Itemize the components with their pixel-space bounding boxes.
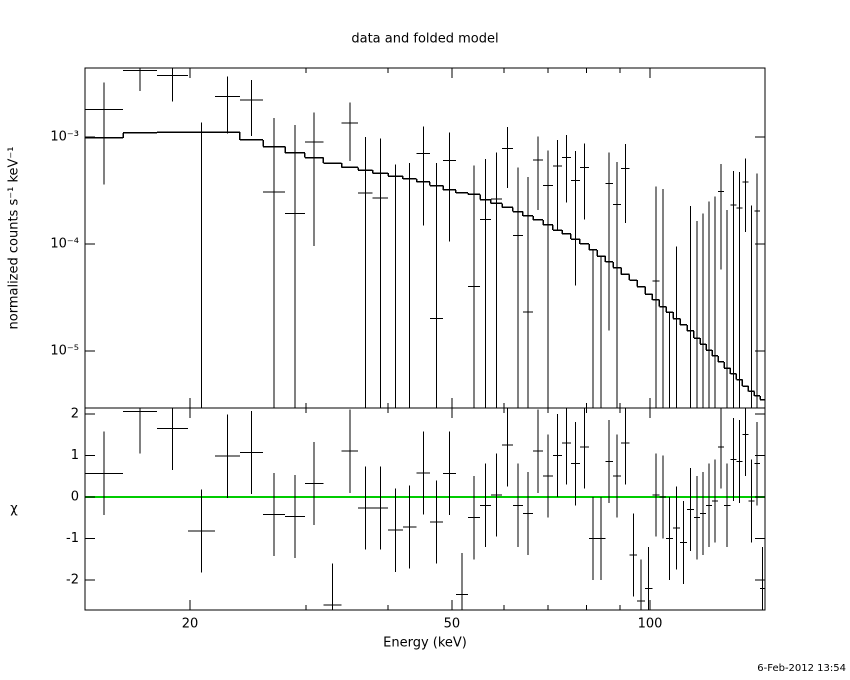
y-tick-label: 2 (71, 406, 79, 421)
x-tick-label: 20 (182, 617, 199, 632)
top-plot-area (85, 68, 765, 408)
y-tick-label: -2 (66, 573, 79, 588)
y-tick-label: 10⁻⁴ (50, 236, 79, 251)
y-tick-label: 0 (71, 489, 79, 504)
bottom-plot-area (85, 408, 765, 610)
x-tick-label: 100 (638, 617, 663, 632)
axes-frame (84, 407, 766, 611)
y-tick-label: 10⁻⁵ (50, 343, 79, 358)
axes: 10⁻³ 10⁻⁴ 10⁻⁵ -2 -1 0 1 2 20 50 100 (50, 67, 766, 632)
x-axis-label: Energy (keV) (383, 636, 467, 651)
y-tick-label: 1 (71, 448, 79, 463)
chart-title: data and folded model (351, 32, 498, 47)
y-tick-label: 10⁻³ (50, 129, 79, 144)
x-tick-label: 50 (444, 617, 461, 632)
y-axis-label: χ (10, 502, 18, 517)
y-tick-label: -1 (66, 531, 79, 546)
timestamp: 6-Feb-2012 13:54 (757, 663, 846, 674)
y-axis-label: normalized counts s⁻¹ keV⁻¹ (7, 147, 22, 330)
